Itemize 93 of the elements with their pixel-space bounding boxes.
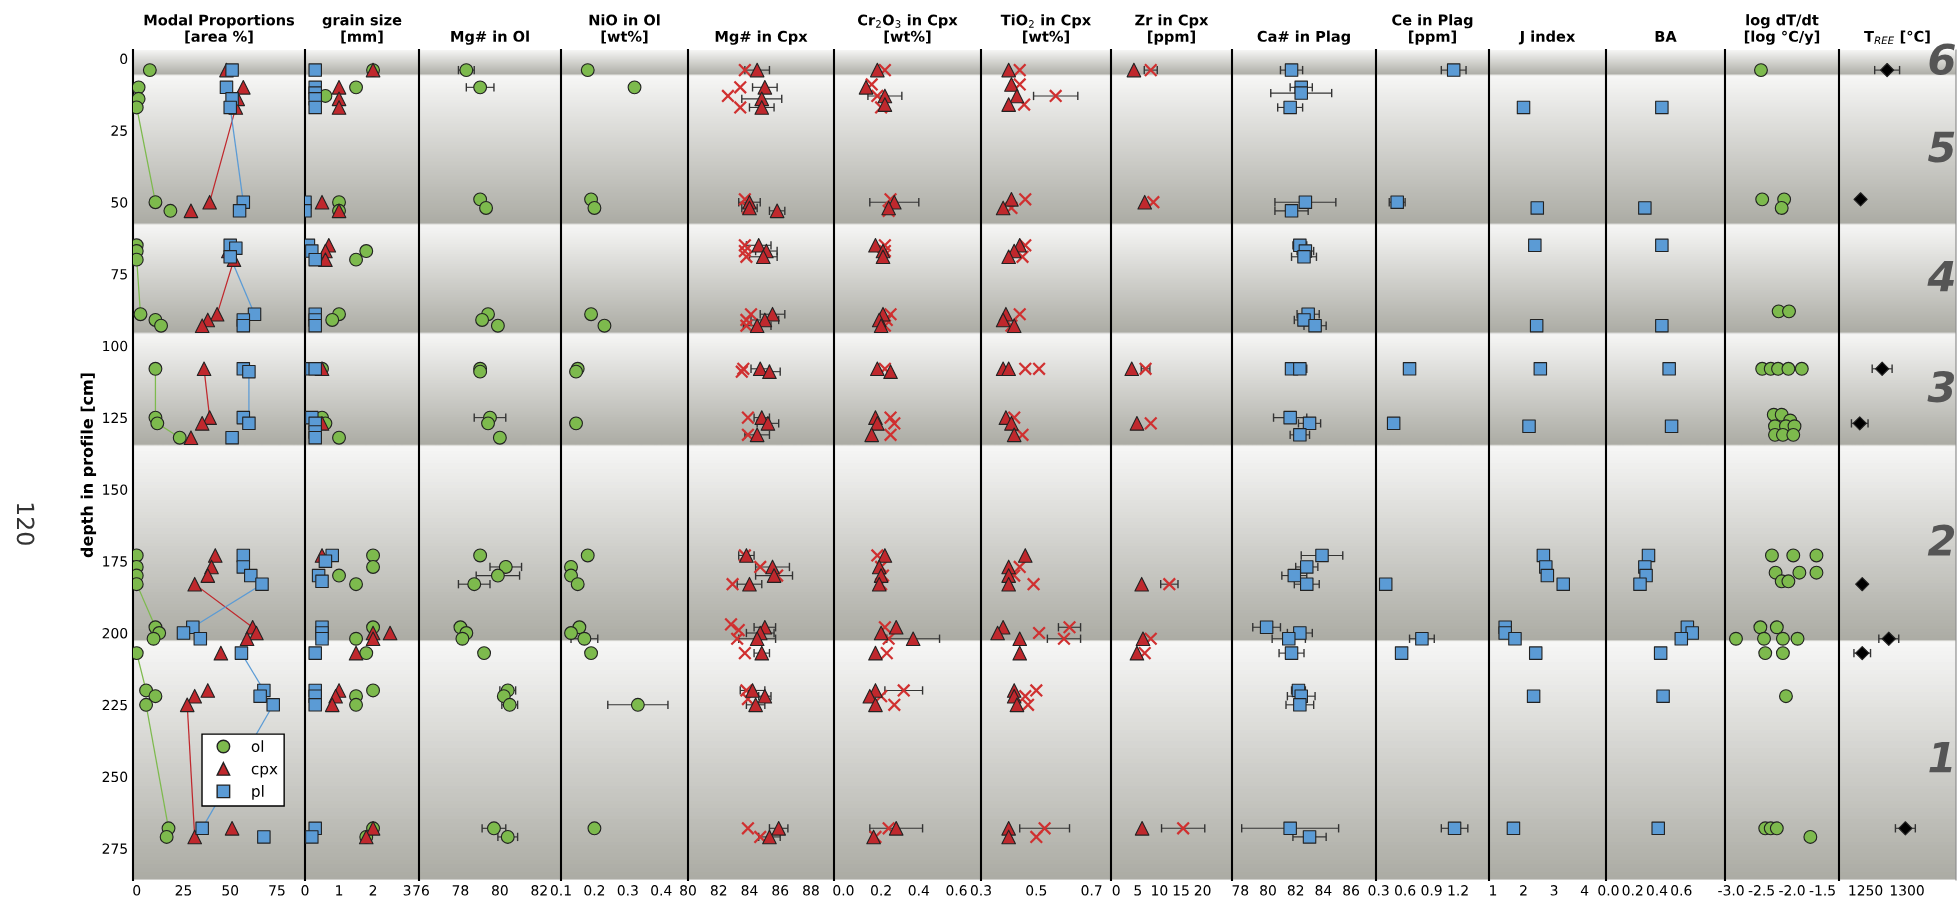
y-tick-label: 25	[111, 125, 127, 136]
y-tick-label: 275	[102, 843, 127, 854]
chart-title: NiO in Ol [wt%]	[589, 14, 660, 44]
x-tick-label: 0.0	[833, 885, 854, 896]
band-label: 4	[1927, 260, 1954, 292]
x-tick-label: 1.2	[1448, 885, 1468, 896]
y-tick-label: 200	[102, 627, 128, 639]
x-tick-label: 0.6	[1671, 885, 1692, 896]
x-tick-label: 1300	[1890, 885, 1924, 896]
x-tick-label: 82	[710, 885, 727, 896]
band-label: 5	[1928, 131, 1955, 163]
chart-title: Modal Proportions [area %]	[144, 14, 295, 44]
x-tick-label: 0.1	[550, 885, 571, 896]
x-tick-label: 2	[369, 885, 377, 896]
chart-title: J index	[1518, 30, 1576, 45]
x-tick-label: 80	[680, 885, 696, 896]
y-tick-label: 175	[103, 556, 127, 567]
x-tick-label: 0.2	[584, 885, 605, 896]
x-tick-label: 1250	[1849, 885, 1883, 896]
x-tick-label: 86	[772, 885, 789, 896]
x-tick-label: 2	[1520, 885, 1527, 896]
chart-title: BA	[1655, 31, 1677, 42]
x-tick-label: 84	[1315, 885, 1332, 896]
legend-label: pl	[252, 785, 264, 800]
x-tick-label: 78	[452, 885, 469, 896]
chart-title: T$_{REE}$ [°C]	[1864, 30, 1930, 45]
band-label: 1	[1929, 741, 1952, 773]
x-tick-label: -2.0	[1779, 885, 1805, 896]
x-tick-label: 76	[413, 885, 429, 896]
x-tick-label: 1	[1490, 885, 1497, 896]
y-tick-label: 50	[111, 197, 128, 208]
band-label: 3	[1927, 370, 1955, 403]
x-tick-label: 50	[222, 885, 239, 896]
y-tick-label: 100	[103, 340, 128, 352]
x-tick-label: 86	[1343, 885, 1360, 896]
y-tick-label: 0	[120, 53, 128, 65]
chart-title: Ce in Plag [ppm]	[1392, 14, 1473, 45]
x-tick-label: 80	[1260, 885, 1276, 896]
x-tick-label: 0.4	[1646, 885, 1668, 896]
x-tick-label: -1.5	[1809, 885, 1835, 896]
chart-title: Mg# in Ol	[451, 30, 529, 45]
x-tick-label: 0.7	[1081, 885, 1102, 896]
x-tick-label: -3.0	[1718, 885, 1744, 896]
x-tick-label: 0.4	[651, 885, 672, 896]
y-tick-label: 250	[102, 771, 128, 783]
x-tick-label: 0.6	[946, 885, 967, 896]
x-tick-label: 75	[269, 885, 285, 896]
chart-title: Mg# in Cpx	[715, 30, 808, 45]
x-tick-label: 15	[1173, 885, 1189, 896]
y-tick-label: 75	[111, 269, 127, 280]
x-tick-label: 0	[301, 885, 309, 896]
chart-title: Zr in Cpx [ppm]	[1135, 14, 1209, 45]
y-axis-title: depth in profile [cm]	[80, 373, 97, 558]
x-tick-label: 0.3	[617, 885, 638, 896]
x-tick-label: 0.0	[1598, 885, 1619, 896]
x-tick-label: 78	[1232, 885, 1249, 896]
chart-title: TiO$_{2}$ in Cpx [wt%]	[1000, 14, 1091, 44]
chart-title: Cr$_{2}$O$_{3}$ in Cpx [wt%]	[857, 14, 958, 44]
x-tick-label: 0.3	[970, 885, 991, 896]
band-label: 2	[1927, 524, 1955, 556]
x-tick-label: 0.6	[1395, 885, 1416, 896]
x-tick-label: 0.5	[1026, 885, 1047, 896]
chart-title: grain size [mm]	[322, 14, 402, 44]
x-tick-label: 1	[336, 885, 343, 896]
legend-label: cpx	[251, 765, 278, 778]
x-tick-label: 80	[491, 885, 508, 896]
chart-title: Ca# in Plag	[1257, 30, 1350, 45]
x-tick-label: 0.4	[908, 885, 930, 896]
x-tick-label: 5	[1134, 885, 1141, 896]
x-tick-label: 0	[1112, 885, 1120, 896]
legend-label: ol	[251, 740, 264, 753]
x-tick-label: -2.5	[1748, 885, 1774, 896]
x-tick-label: 0.3	[1368, 885, 1389, 896]
x-tick-label: 82	[1287, 885, 1304, 896]
x-tick-label: 88	[803, 885, 819, 896]
band-label: 6	[1929, 43, 1955, 76]
x-tick-label: 3	[403, 885, 411, 896]
y-tick-label: 225	[102, 699, 127, 711]
x-tick-label: 25	[175, 885, 192, 896]
x-tick-label: 82	[531, 885, 547, 896]
x-tick-label: 10	[1152, 885, 1168, 896]
x-tick-label: 0.2	[870, 885, 891, 896]
x-tick-label: 84	[741, 885, 758, 896]
x-tick-label: 0	[133, 885, 141, 896]
y-tick-label: 125	[103, 412, 127, 424]
y-tick-label: 150	[103, 484, 128, 495]
chart-title: log dT/dt [log °C/y]	[1744, 14, 1820, 45]
text: 120	[16, 503, 35, 545]
x-tick-label: 0.9	[1421, 885, 1442, 896]
x-tick-label: 20	[1194, 885, 1211, 896]
x-tick-label: 4	[1580, 885, 1589, 896]
x-tick-label: 0.2	[1622, 885, 1643, 896]
x-tick-label: 3	[1550, 885, 1558, 896]
